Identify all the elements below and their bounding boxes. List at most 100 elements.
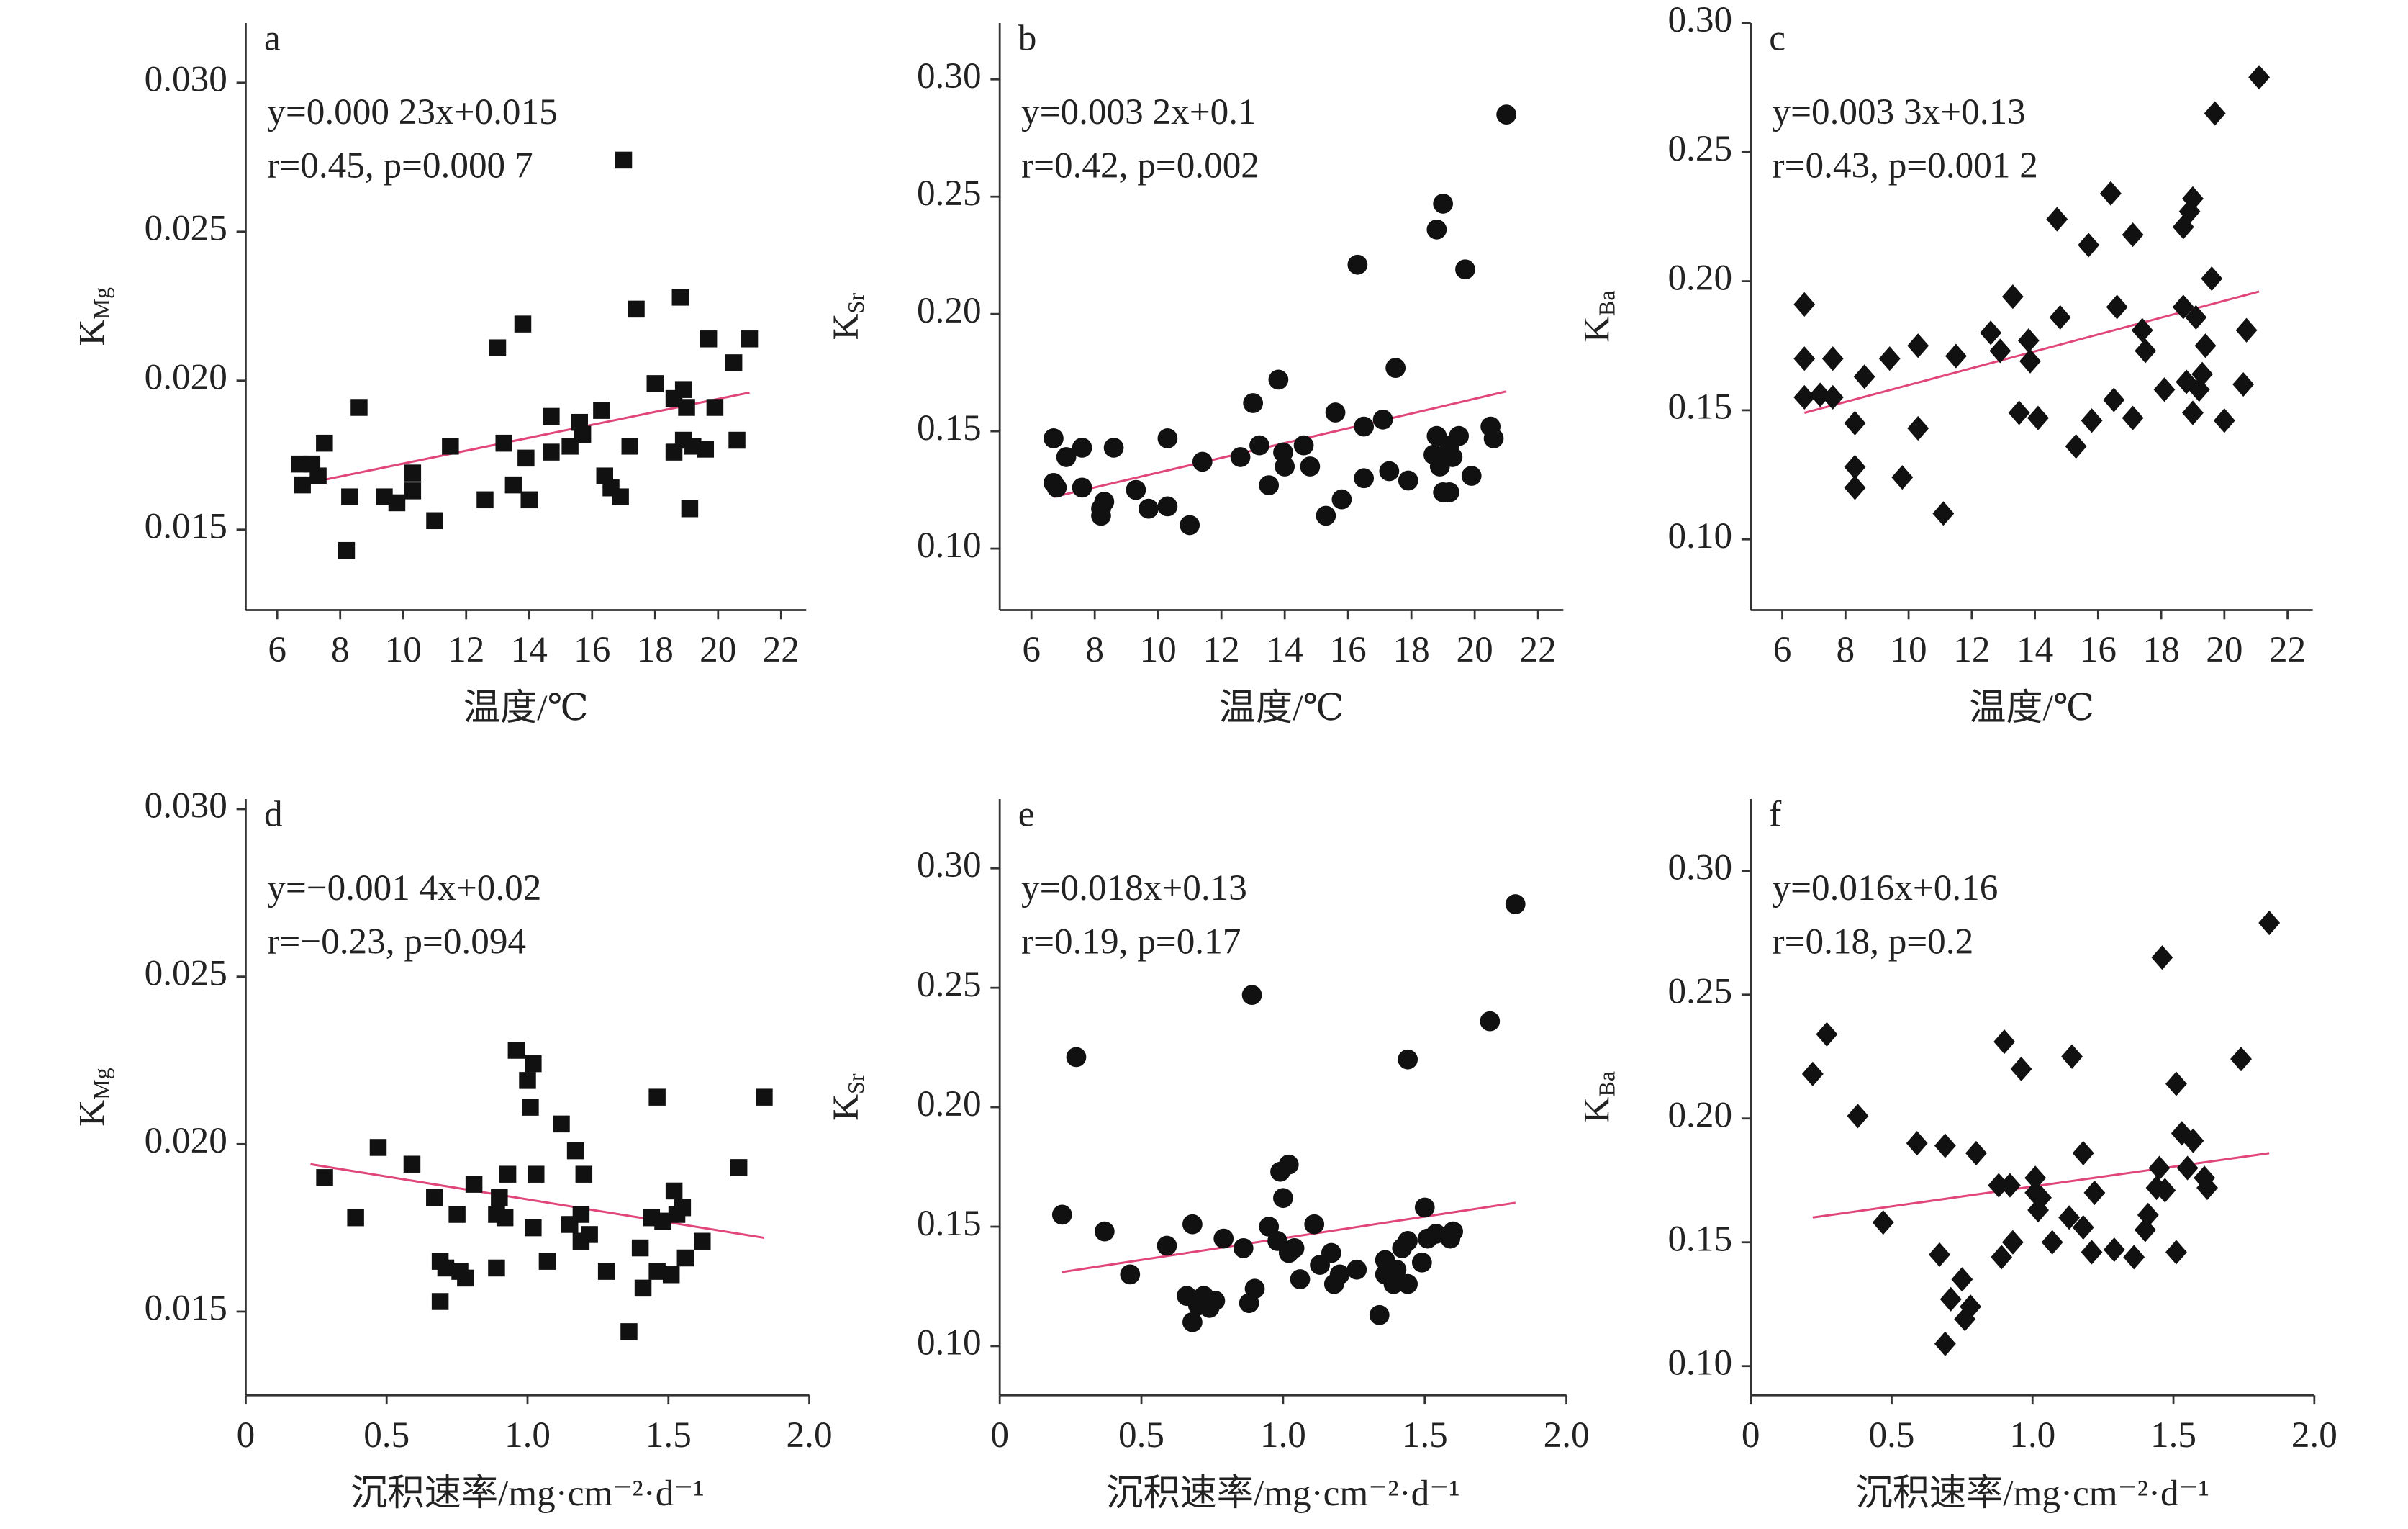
x-tick-label: 14 xyxy=(511,629,548,670)
point xyxy=(2106,294,2128,320)
point xyxy=(1991,1245,2013,1270)
point xyxy=(2148,1155,2171,1181)
equation: r=0.45, p=0.000 7 xyxy=(267,145,533,186)
point xyxy=(581,1226,598,1243)
point xyxy=(2182,400,2204,425)
y-tick-label: 0.30 xyxy=(917,844,982,885)
y-tick-label: 0.25 xyxy=(917,173,982,214)
point xyxy=(665,1182,683,1200)
point xyxy=(631,1239,649,1257)
point xyxy=(1960,1294,1982,1320)
point xyxy=(1793,292,1816,317)
point xyxy=(1379,461,1400,482)
point xyxy=(1354,468,1375,489)
point xyxy=(2019,348,2041,374)
y-axis-label-sub: Ba xyxy=(1594,290,1620,316)
point xyxy=(572,1206,590,1223)
y-tick-label: 0.30 xyxy=(917,55,982,96)
equation: y=0.000 23x+0.015 xyxy=(267,91,557,132)
y-tick-label: 0.030 xyxy=(145,59,227,100)
y-axis-label-main: K xyxy=(71,319,112,346)
point xyxy=(1480,1011,1501,1032)
point xyxy=(2072,1215,2094,1240)
equation: y=0.003 3x+0.13 xyxy=(1773,91,2026,132)
point xyxy=(1872,1210,1894,1235)
point xyxy=(1182,1214,1203,1235)
point xyxy=(2065,434,2087,459)
point xyxy=(756,1088,773,1106)
x-axis-label: 沉积速率/mg·cm⁻²·d⁻¹ xyxy=(1855,1473,2209,1514)
y-tick-label: 0.25 xyxy=(1667,128,1732,169)
point xyxy=(615,151,633,169)
point xyxy=(678,399,695,416)
y-tick-label: 0.025 xyxy=(145,952,227,993)
point xyxy=(574,425,592,443)
y-axis-label-sub: Ba xyxy=(1594,1071,1620,1097)
fit-line xyxy=(299,391,750,487)
point xyxy=(2194,333,2217,358)
x-tick-label: 1.5 xyxy=(646,1415,692,1456)
point xyxy=(2151,945,2173,970)
point xyxy=(1932,501,1955,526)
x-tick-label: 16 xyxy=(2080,629,2117,670)
point xyxy=(2154,1178,2176,1203)
x-tick-label: 2.0 xyxy=(787,1415,833,1456)
point xyxy=(437,1259,455,1277)
equation: r=0.19, p=0.17 xyxy=(1021,921,1241,962)
point xyxy=(648,1263,666,1280)
point xyxy=(1945,343,1967,369)
y-tick-label: 0.15 xyxy=(917,407,982,448)
point xyxy=(741,330,759,348)
point xyxy=(2201,266,2223,292)
point xyxy=(2061,1044,2083,1069)
point xyxy=(1449,425,1470,446)
point xyxy=(2024,1165,2047,1191)
y-axis-label-sub: Sr xyxy=(843,293,869,314)
y-axis-label: KBa xyxy=(1576,1071,1619,1124)
x-tick-label: 2.0 xyxy=(2291,1415,2337,1456)
fit-line xyxy=(310,1163,765,1240)
point xyxy=(1934,1331,1956,1356)
point xyxy=(1844,454,1866,479)
x-tick-label: 0.5 xyxy=(1868,1415,1914,1456)
point xyxy=(2049,305,2071,330)
point xyxy=(1844,475,1866,500)
point xyxy=(1801,1061,1824,1086)
point xyxy=(728,431,746,449)
point xyxy=(369,1139,387,1156)
point xyxy=(674,381,692,398)
point xyxy=(507,1042,525,1059)
point xyxy=(341,488,358,505)
point xyxy=(1483,428,1504,448)
point xyxy=(1411,1252,1432,1273)
point xyxy=(1496,104,1517,125)
point xyxy=(2081,408,2103,433)
point xyxy=(514,315,532,333)
point xyxy=(1182,1312,1203,1332)
y-tick-label: 0.020 xyxy=(145,356,227,397)
point xyxy=(1369,1304,1390,1325)
y-axis-label: KSr xyxy=(825,1073,869,1121)
x-axis-label: 沉积速率/mg·cm⁻²·d⁻¹ xyxy=(1106,1473,1460,1514)
point xyxy=(1906,1131,1928,1156)
point xyxy=(1321,1242,1341,1263)
equation: r=−0.23, p=0.094 xyxy=(267,921,526,962)
point xyxy=(2235,317,2258,343)
point xyxy=(1243,393,1264,413)
point xyxy=(525,1219,542,1237)
equation: y=0.003 2x+0.1 xyxy=(1021,91,1257,132)
point xyxy=(543,407,560,425)
point xyxy=(404,464,422,482)
point xyxy=(1233,1237,1254,1258)
panel-label: c xyxy=(1769,17,1785,58)
point xyxy=(538,1253,556,1270)
panel-label: b xyxy=(1018,17,1037,58)
x-tick-label: 18 xyxy=(2142,629,2179,670)
point xyxy=(519,1072,536,1089)
point xyxy=(2103,387,2125,412)
x-tick-label: 14 xyxy=(2017,629,2053,670)
point xyxy=(2248,65,2271,90)
point xyxy=(1907,333,1929,358)
